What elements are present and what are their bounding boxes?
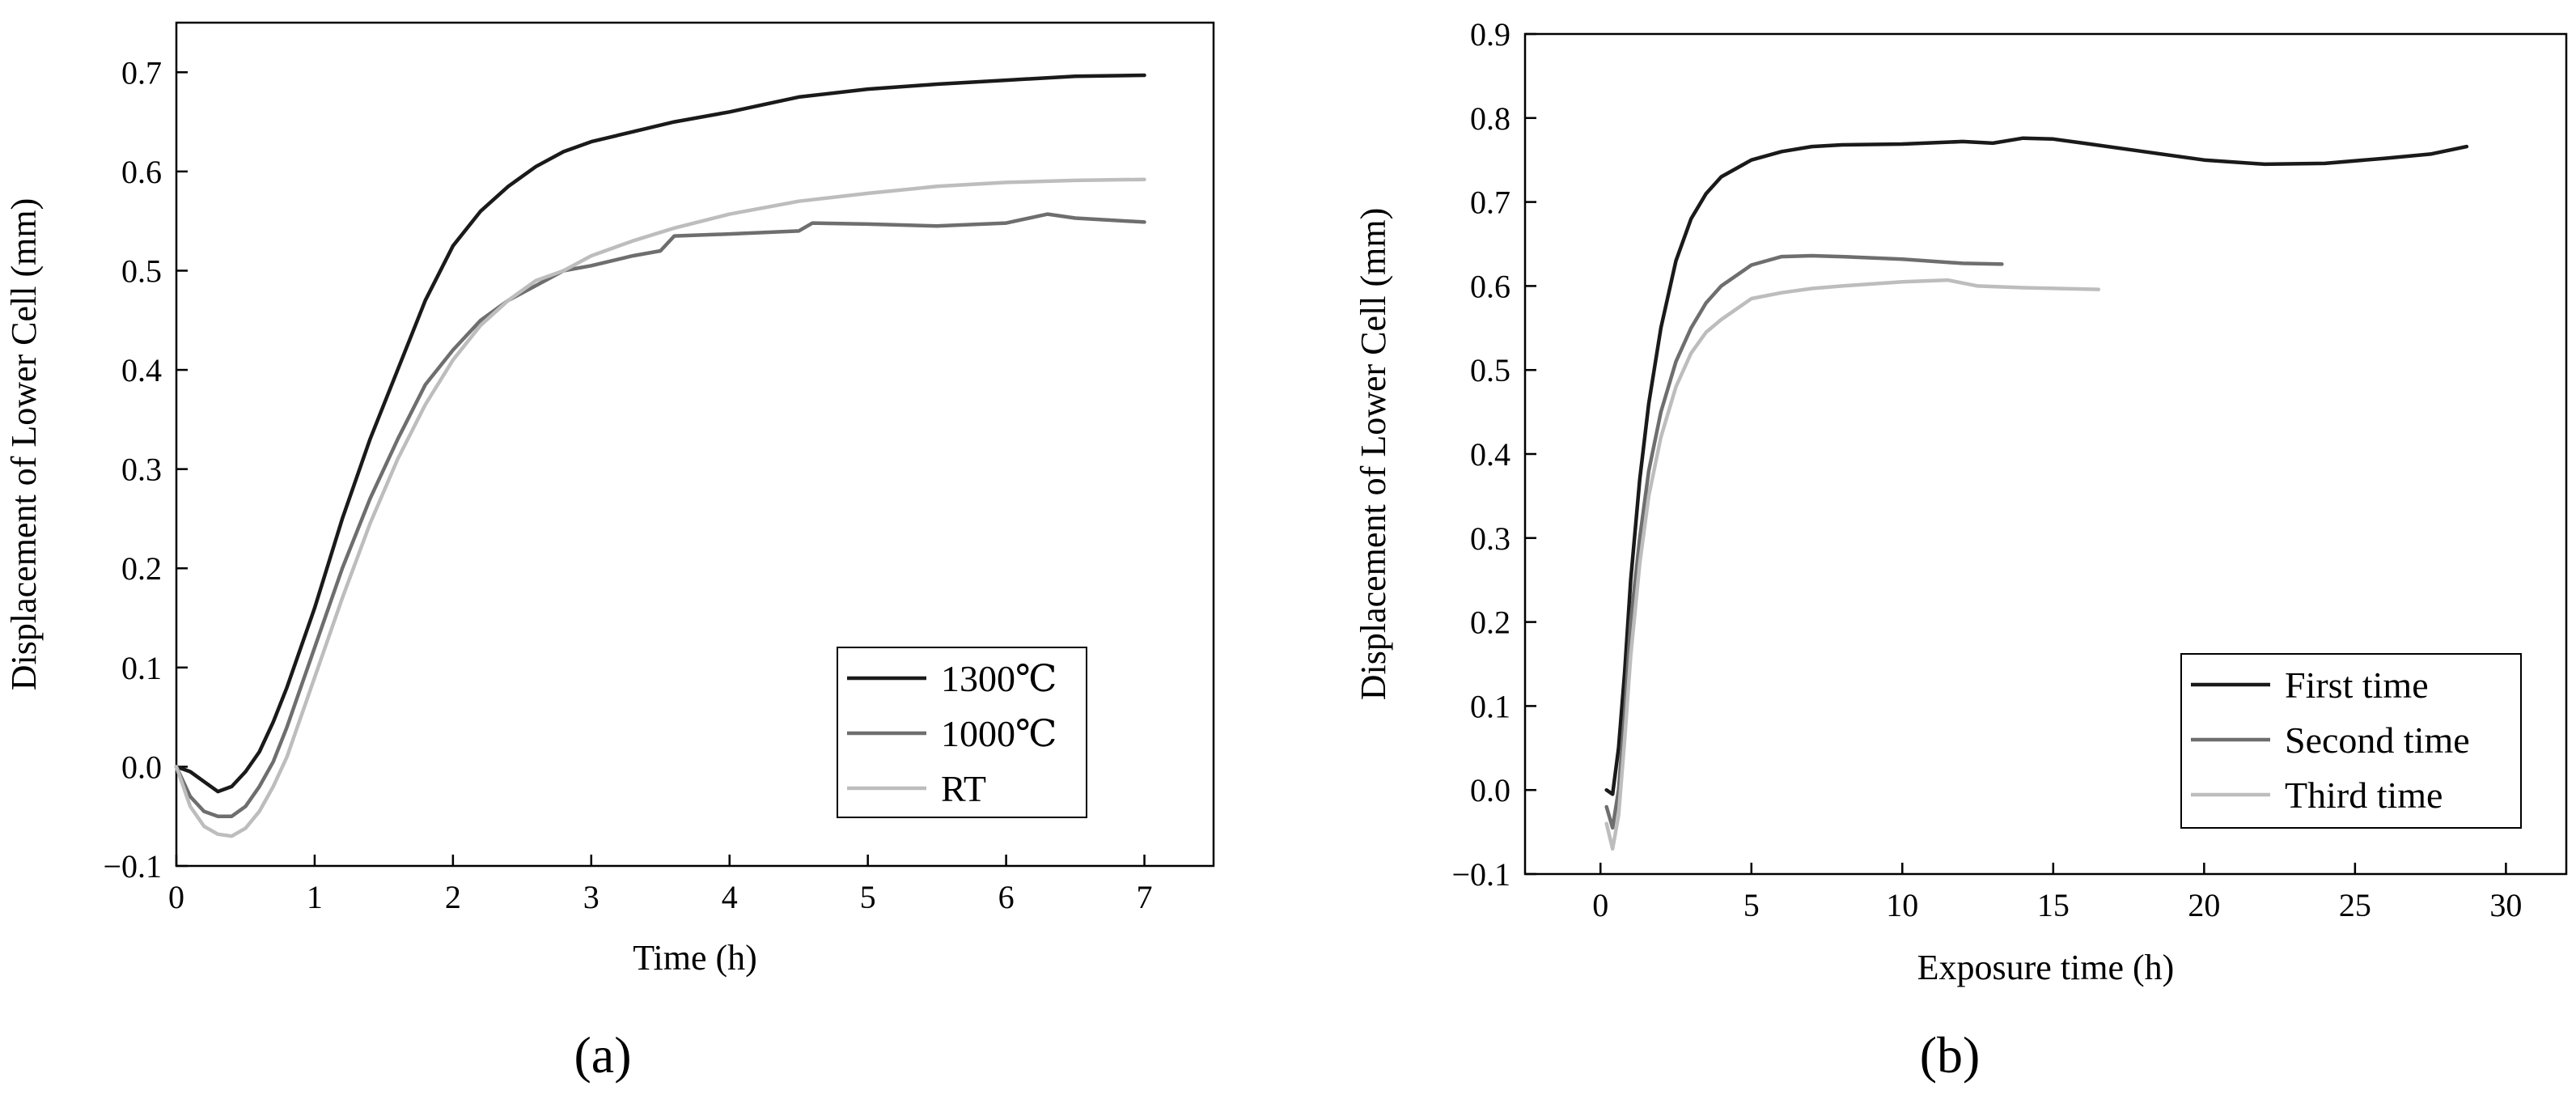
y-tick-label: 0.9 <box>1470 16 1510 53</box>
panel-label: (a) <box>574 1026 631 1084</box>
legend-label: 1300℃ <box>941 658 1057 699</box>
x-tick-label: 25 <box>2339 887 2371 923</box>
legend-label: 1000℃ <box>941 713 1057 754</box>
y-tick-label: 0.3 <box>121 452 162 488</box>
series-line-2 <box>174 212 1146 818</box>
y-tick-label: 0.7 <box>1470 185 1510 221</box>
y-tick-label: −0.1 <box>1451 856 1510 893</box>
y-tick-label: 0.5 <box>1470 352 1510 388</box>
series-line-3 <box>1604 278 2101 851</box>
x-tick-label: 0 <box>168 879 184 915</box>
y-tick-label: 0.0 <box>121 749 162 785</box>
y-tick-label: −0.1 <box>103 848 162 885</box>
x-tick-label: 7 <box>1137 879 1153 915</box>
y-tick-label: 0.2 <box>121 550 162 587</box>
panel-label: (b) <box>1920 1026 1981 1084</box>
x-tick-label: 4 <box>722 879 738 915</box>
x-tick-label: 5 <box>1743 887 1760 923</box>
legend-label: Third time <box>2285 774 2443 816</box>
y-tick-label: 0.8 <box>1470 100 1510 137</box>
x-tick-label: 30 <box>2489 887 2522 923</box>
panel-b: 0 5 10 15 20 25 30 −0.1 0.0 0.1 0.2 0.3 0.4 0.5 0.6 0.7… <box>1354 16 2568 1084</box>
y-tick-label: 0.1 <box>1470 688 1510 724</box>
y-tick-label: 0.6 <box>1470 268 1510 304</box>
y-tick-label: 0.0 <box>1470 772 1510 808</box>
x-tick-label: 3 <box>583 879 600 915</box>
y-tick-label: 0.6 <box>121 154 162 190</box>
y-tick-label: 0.7 <box>121 54 162 91</box>
legend-label: RT <box>941 768 986 809</box>
series-line-1 <box>174 73 1146 794</box>
panel-a: 0 1 2 3 4 5 6 7 −0.1 0.0 0.1 0.2 0.3 0.4 0.5 0.6 0.7 Time… <box>4 21 1215 1084</box>
plot-frame <box>175 21 1215 868</box>
x-tick-label: 2 <box>445 879 461 915</box>
y-axis-label: Displacement of Lower Cell (mm) <box>1354 208 1393 700</box>
x-axis-label: Time (h) <box>633 938 757 978</box>
y-tick-label: 0.5 <box>121 252 162 289</box>
series-line-1 <box>1604 136 2469 796</box>
y-tick-label: 0.4 <box>1470 436 1510 473</box>
x-tick-label: 6 <box>998 879 1015 915</box>
legend-label: First time <box>2285 664 2429 706</box>
x-tick-label: 20 <box>2188 887 2220 923</box>
x-tick-label: 15 <box>2037 887 2070 923</box>
y-tick-label: 0.3 <box>1470 520 1510 557</box>
x-tick-label: 0 <box>1592 887 1608 923</box>
series-line-2 <box>1604 253 2004 830</box>
x-axis-label: Exposure time (h) <box>1917 948 2175 987</box>
legend-label: Second time <box>2285 719 2470 761</box>
y-tick-label: 0.2 <box>1470 605 1510 641</box>
series-line-3 <box>174 177 1146 838</box>
y-tick-label: 0.4 <box>121 352 162 388</box>
x-tick-label: 5 <box>860 879 876 915</box>
y-tick-label: 0.1 <box>121 650 162 686</box>
x-tick-label: 10 <box>1886 887 1918 923</box>
x-tick-label: 1 <box>307 879 323 915</box>
y-axis-label: Displacement of Lower Cell (mm) <box>4 198 44 690</box>
